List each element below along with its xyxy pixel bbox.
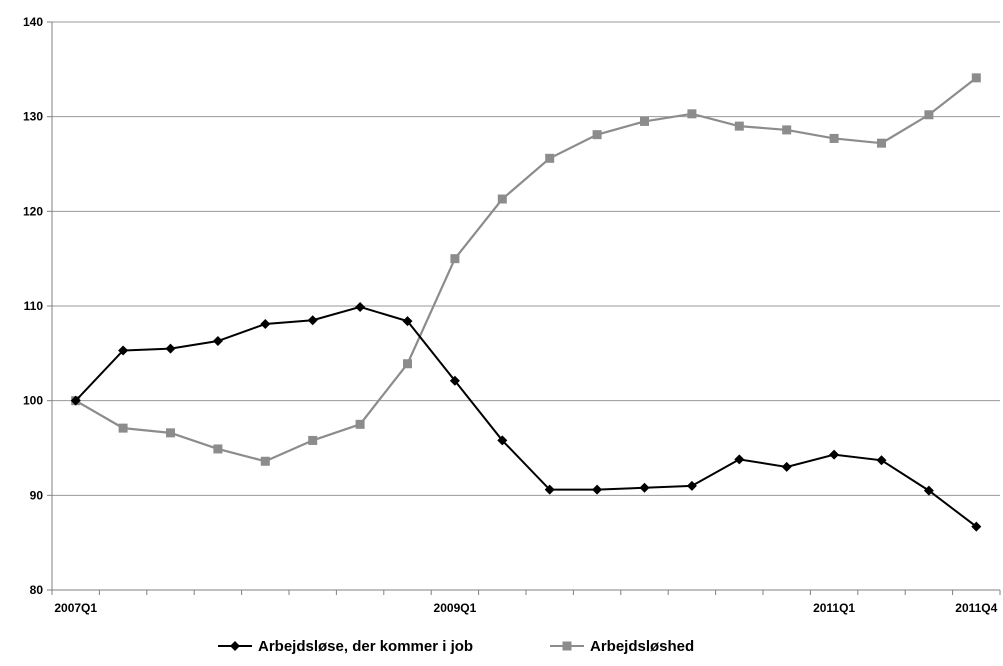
square-marker bbox=[687, 109, 697, 119]
diamond-marker bbox=[307, 315, 318, 326]
square-marker bbox=[260, 456, 270, 466]
square-marker bbox=[545, 153, 555, 163]
diamond-marker bbox=[734, 454, 745, 465]
diamond-marker bbox=[781, 461, 792, 472]
square-marker bbox=[450, 254, 460, 264]
square-marker bbox=[971, 73, 981, 83]
series-line bbox=[75, 76, 977, 463]
y-tick-label: 140 bbox=[23, 15, 43, 29]
diamond-marker bbox=[355, 301, 366, 312]
diamond-marker bbox=[212, 336, 223, 347]
diamond-marker bbox=[497, 435, 508, 446]
series-line bbox=[74, 305, 977, 528]
x-tick-label: 2007Q1 bbox=[54, 601, 97, 615]
square-marker bbox=[118, 423, 128, 433]
square-marker bbox=[640, 116, 649, 126]
diamond-marker bbox=[449, 375, 460, 386]
square-marker bbox=[829, 133, 839, 143]
gridlines bbox=[52, 21, 1000, 496]
square-marker bbox=[497, 194, 507, 204]
diamond-marker bbox=[971, 521, 982, 532]
legend-entry: Arbejdsløshed bbox=[550, 638, 694, 655]
y-tick-label: 80 bbox=[30, 583, 44, 597]
diamond-marker bbox=[923, 485, 934, 496]
diamond-marker bbox=[544, 484, 555, 495]
square-marker bbox=[308, 435, 318, 445]
legend-label: Arbejdsløse, der kommer i job bbox=[258, 638, 473, 655]
square-marker bbox=[877, 138, 886, 148]
square-marker bbox=[213, 444, 223, 454]
x-tick-label: 2011Q4 bbox=[955, 601, 997, 615]
diamond-marker bbox=[70, 395, 81, 406]
y-tick-label: 100 bbox=[23, 394, 43, 408]
diamond-marker bbox=[260, 318, 271, 329]
diamond-marker bbox=[402, 316, 413, 327]
diamond-marker bbox=[165, 343, 176, 354]
diamond-marker bbox=[592, 484, 603, 495]
x-tick-label: 2009Q1 bbox=[434, 601, 477, 615]
y-tick-label: 90 bbox=[30, 488, 44, 502]
diamond-marker bbox=[829, 449, 840, 460]
square-marker bbox=[734, 121, 744, 131]
y-tick-label: 120 bbox=[23, 204, 43, 218]
axes: 80 90 100 110 120 130 140 2007Q1 2009Q1 2011Q1 201… bbox=[23, 15, 1001, 615]
diamond-marker bbox=[230, 641, 240, 651]
square-marker bbox=[403, 359, 412, 369]
square-marker bbox=[592, 130, 602, 140]
legend-label: Arbejdsløshed bbox=[590, 638, 694, 655]
diamond-marker bbox=[639, 482, 650, 493]
y-tick-label: 110 bbox=[24, 299, 44, 313]
square-marker bbox=[355, 419, 365, 429]
diamond-marker bbox=[686, 480, 697, 491]
y-tick-label: 130 bbox=[23, 110, 43, 124]
series-2 bbox=[71, 73, 981, 466]
square-marker bbox=[562, 641, 572, 651]
square-marker bbox=[166, 428, 175, 438]
x-tick-label: 2011Q1 bbox=[813, 601, 855, 615]
series-1 bbox=[70, 301, 982, 532]
square-marker bbox=[782, 125, 792, 135]
series-group bbox=[70, 73, 982, 532]
legend: Arbejdsløse, der kommer i job Arbejdsløsh… bbox=[218, 638, 694, 655]
legend-entry: Arbejdsløse, der kommer i job bbox=[218, 638, 473, 655]
diamond-marker bbox=[876, 455, 887, 466]
square-marker bbox=[924, 110, 934, 120]
diamond-marker bbox=[118, 345, 129, 356]
